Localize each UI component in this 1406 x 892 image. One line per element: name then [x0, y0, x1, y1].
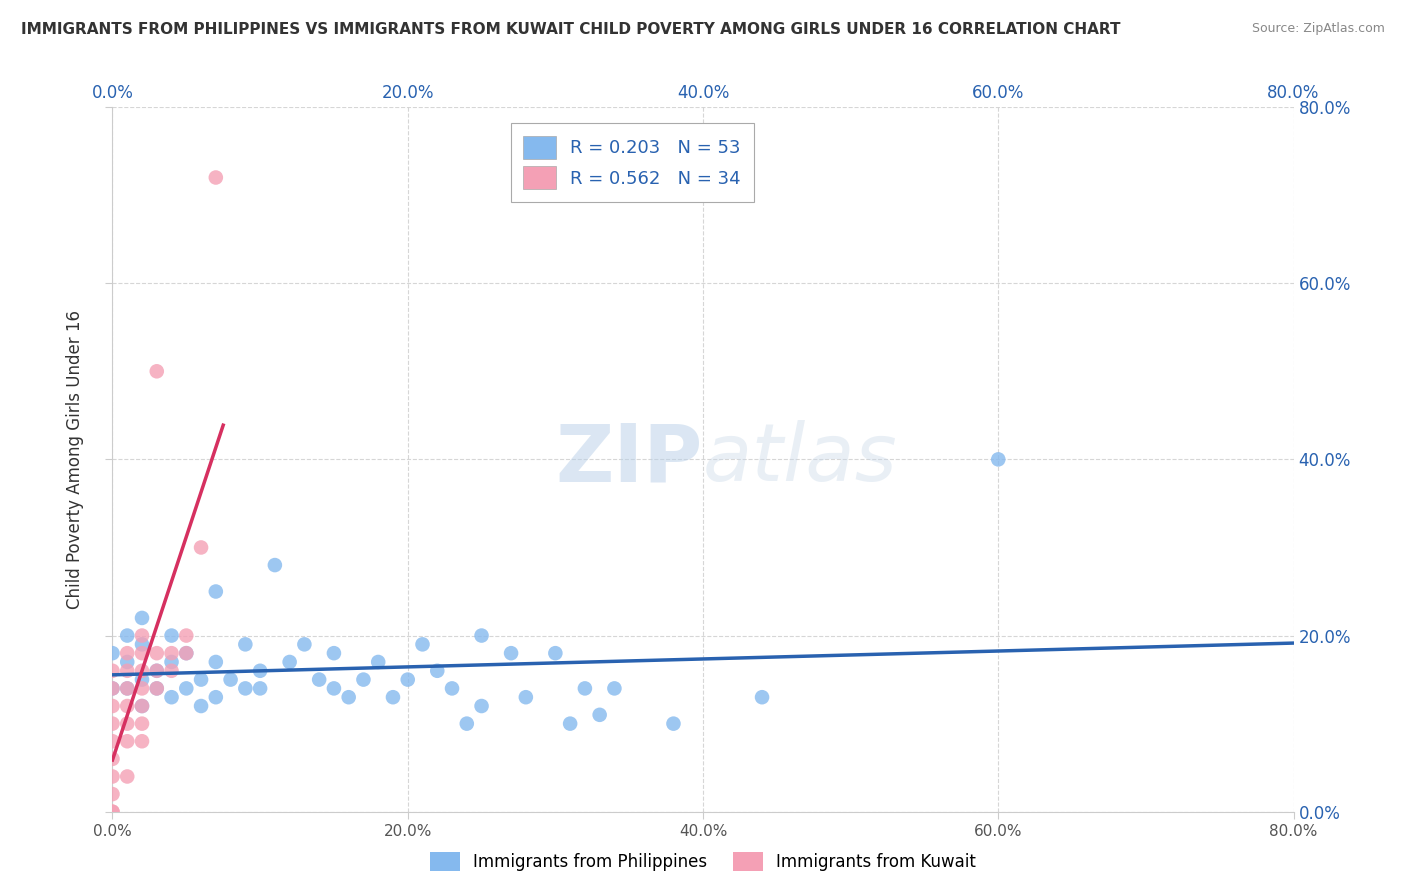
Point	[470, 699, 494, 714]
Text: IMMIGRANTS FROM PHILIPPINES VS IMMIGRANTS FROM KUWAIT CHILD POVERTY AMONG GIRLS : IMMIGRANTS FROM PHILIPPINES VS IMMIGRANT…	[21, 22, 1121, 37]
Point	[117, 769, 138, 784]
Text: Source: ZipAtlas.com: Source: ZipAtlas.com	[1251, 22, 1385, 36]
Point	[117, 655, 138, 669]
Point	[131, 646, 153, 660]
Point	[470, 628, 494, 642]
Point	[396, 673, 419, 687]
Point	[101, 805, 124, 819]
Point	[146, 681, 169, 696]
Point	[249, 681, 271, 696]
Point	[160, 655, 183, 669]
Point	[501, 646, 523, 660]
Point	[337, 690, 360, 705]
Point	[117, 734, 138, 748]
Point	[190, 541, 212, 555]
Point	[603, 681, 626, 696]
Point	[278, 655, 301, 669]
Point	[160, 664, 183, 678]
Point	[308, 673, 330, 687]
Point	[174, 628, 197, 642]
Point	[117, 646, 138, 660]
Point	[131, 734, 153, 748]
Point	[160, 646, 183, 660]
Point	[441, 681, 464, 696]
Point	[174, 646, 197, 660]
Point	[131, 681, 153, 696]
Point	[101, 646, 124, 660]
Point	[411, 637, 433, 651]
Point	[367, 655, 389, 669]
Point	[101, 664, 124, 678]
Point	[117, 681, 138, 696]
Point	[146, 664, 169, 678]
Point	[131, 699, 153, 714]
Point	[174, 681, 197, 696]
Point	[456, 716, 478, 731]
Point	[249, 664, 271, 678]
Point	[146, 681, 169, 696]
Point	[323, 681, 346, 696]
Point	[117, 681, 138, 696]
Point	[987, 452, 1010, 467]
Legend: R = 0.203   N = 53, R = 0.562   N = 34: R = 0.203 N = 53, R = 0.562 N = 34	[510, 123, 754, 202]
Point	[131, 664, 153, 678]
Point	[117, 628, 138, 642]
Point	[264, 558, 287, 573]
Point	[101, 681, 124, 696]
Point	[131, 673, 153, 687]
Point	[101, 681, 124, 696]
Point	[160, 690, 183, 705]
Text: atlas: atlas	[703, 420, 898, 499]
Point	[323, 646, 346, 660]
Y-axis label: Child Poverty Among Girls Under 16: Child Poverty Among Girls Under 16	[66, 310, 84, 609]
Point	[292, 637, 315, 651]
Point	[146, 364, 169, 378]
Point	[101, 787, 124, 801]
Point	[205, 690, 228, 705]
Point	[117, 664, 138, 678]
Point	[117, 716, 138, 731]
Point	[233, 681, 256, 696]
Point	[117, 699, 138, 714]
Point	[101, 805, 124, 819]
Point	[101, 699, 124, 714]
Point	[101, 716, 124, 731]
Point	[101, 752, 124, 766]
Point	[219, 673, 242, 687]
Text: ZIP: ZIP	[555, 420, 703, 499]
Point	[426, 664, 449, 678]
Legend: Immigrants from Philippines, Immigrants from Kuwait: Immigrants from Philippines, Immigrants …	[422, 843, 984, 880]
Point	[146, 646, 169, 660]
Point	[131, 611, 153, 625]
Point	[190, 699, 212, 714]
Point	[205, 170, 228, 185]
Point	[205, 655, 228, 669]
Point	[131, 637, 153, 651]
Point	[174, 646, 197, 660]
Point	[101, 734, 124, 748]
Point	[544, 646, 567, 660]
Point	[751, 690, 773, 705]
Point	[662, 716, 685, 731]
Point	[515, 690, 537, 705]
Point	[352, 673, 374, 687]
Point	[574, 681, 596, 696]
Point	[205, 584, 228, 599]
Point	[131, 716, 153, 731]
Point	[558, 716, 582, 731]
Point	[101, 769, 124, 784]
Point	[131, 699, 153, 714]
Point	[588, 707, 610, 722]
Point	[146, 664, 169, 678]
Point	[160, 628, 183, 642]
Point	[233, 637, 256, 651]
Point	[382, 690, 405, 705]
Point	[131, 628, 153, 642]
Point	[190, 673, 212, 687]
